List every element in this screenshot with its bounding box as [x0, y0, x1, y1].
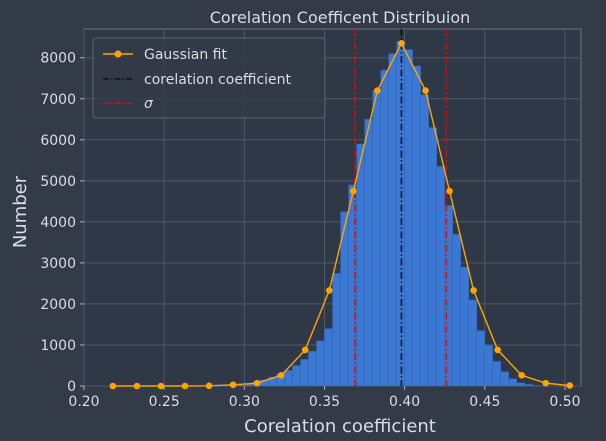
histogram-bar — [364, 119, 373, 387]
gaussian-fit-point — [205, 382, 213, 390]
histogram-bar — [476, 330, 486, 387]
histogram-bar — [396, 41, 405, 387]
y-tick-label: 8000 — [40, 51, 76, 67]
gaussian-fit-point — [157, 382, 165, 390]
histogram-bar — [356, 143, 365, 387]
y-tick-label: 5000 — [40, 174, 76, 190]
gaussian-fit-point — [398, 40, 405, 47]
x-tick-label: 0.35 — [309, 394, 340, 410]
histogram-bar — [532, 385, 542, 387]
gaussian-fit-point — [253, 379, 261, 387]
gaussian-fit-point — [109, 382, 117, 390]
histogram-bar — [388, 53, 397, 387]
histogram-bar — [316, 340, 325, 387]
gaussian-fit-line — [112, 41, 570, 387]
gaussian-fit-point — [229, 381, 237, 389]
y-tick-label: 1000 — [40, 338, 76, 354]
histogram-bar — [452, 233, 461, 387]
histogram-bar — [284, 370, 293, 387]
legend-entry-correlation-coefficient: corelation coefficient — [103, 72, 292, 88]
gaussian-fit-point — [325, 287, 333, 294]
histogram-bar — [300, 359, 309, 387]
y-tick-label: 2000 — [40, 297, 76, 313]
legend-label-correlation-coefficient: corelation coefficient — [144, 72, 292, 88]
gaussian-fit-point — [277, 372, 285, 379]
legend-entry-sigma: σ — [103, 96, 154, 112]
histogram-bar — [500, 371, 510, 387]
legend: Gaussian fit corelation coefficient σ — [92, 37, 326, 119]
x-tick-label: 0.20 — [68, 394, 99, 410]
gaussian-fit-series — [109, 40, 574, 390]
histogram-bar — [420, 94, 429, 387]
x-tick-label: 0.45 — [469, 394, 500, 410]
y-tick-label: 0 — [67, 379, 76, 395]
gaussian-fit-point — [494, 346, 501, 354]
y-tick-label: 7000 — [40, 92, 76, 108]
y-axis-ticks: 0 1000 2000 3000 4000 5000 6000 7000 8000 — [40, 51, 84, 395]
y-tick-label: 3000 — [40, 256, 76, 272]
histogram-bar — [436, 166, 445, 387]
gaussian-fit-point — [350, 187, 357, 195]
histogram-bar — [508, 378, 518, 387]
histogram-bar — [460, 266, 469, 387]
x-axis-ticks: 0.20 0.25 0.30 0.35 0.40 0.45 0.50 — [68, 386, 581, 410]
y-tick-label: 4000 — [40, 215, 76, 231]
histogram-bar — [468, 299, 477, 387]
y-axis-label: Number — [10, 175, 31, 248]
grid — [83, 29, 581, 387]
histogram-bar — [412, 65, 421, 387]
gaussian-fit-point — [518, 372, 525, 379]
legend-entry-gaussian-fit: Gaussian fit — [103, 47, 227, 63]
x-tick-label: 0.40 — [389, 394, 420, 410]
x-tick-label: 0.50 — [549, 394, 580, 410]
chart-title: Corelation Coefficent Distribuion — [210, 8, 471, 27]
x-tick-label: 0.30 — [229, 394, 260, 410]
gaussian-fit-point — [566, 382, 574, 389]
x-axis-label: Corelation coefficient — [244, 416, 436, 437]
gaussian-fit-point — [470, 287, 477, 294]
gaussian-fit-point — [422, 87, 429, 94]
legend-box — [92, 37, 326, 119]
legend-label-sigma: σ — [144, 96, 154, 112]
gaussian-fit-point — [133, 382, 141, 390]
gaussian-fit-point — [301, 346, 309, 354]
gaussian-fit-point — [181, 382, 189, 390]
x-tick-label: 0.25 — [149, 394, 180, 410]
gaussian-fit-point — [542, 379, 550, 387]
histogram-bar — [380, 69, 389, 387]
histogram-bar — [524, 384, 534, 387]
histogram-bar — [484, 344, 494, 387]
reference-lines — [354, 29, 448, 386]
legend-label-gaussian-fit: Gaussian fit — [144, 47, 227, 63]
histogram-bar — [308, 350, 317, 387]
histogram-bar — [492, 361, 502, 387]
gaussian-fit-point — [374, 87, 381, 94]
histogram-bar — [324, 328, 333, 387]
histogram-bar — [516, 382, 526, 387]
legend-marker-gaussian-fit — [114, 50, 122, 58]
histogram-bar — [404, 49, 413, 387]
histogram-bars — [212, 41, 550, 387]
gaussian-fit-point — [446, 187, 453, 195]
histogram-bar — [292, 365, 301, 387]
histogram-bar — [332, 272, 341, 387]
histogram-bar — [428, 127, 437, 387]
y-tick-label: 6000 — [40, 133, 76, 149]
histogram-bar — [372, 90, 381, 387]
